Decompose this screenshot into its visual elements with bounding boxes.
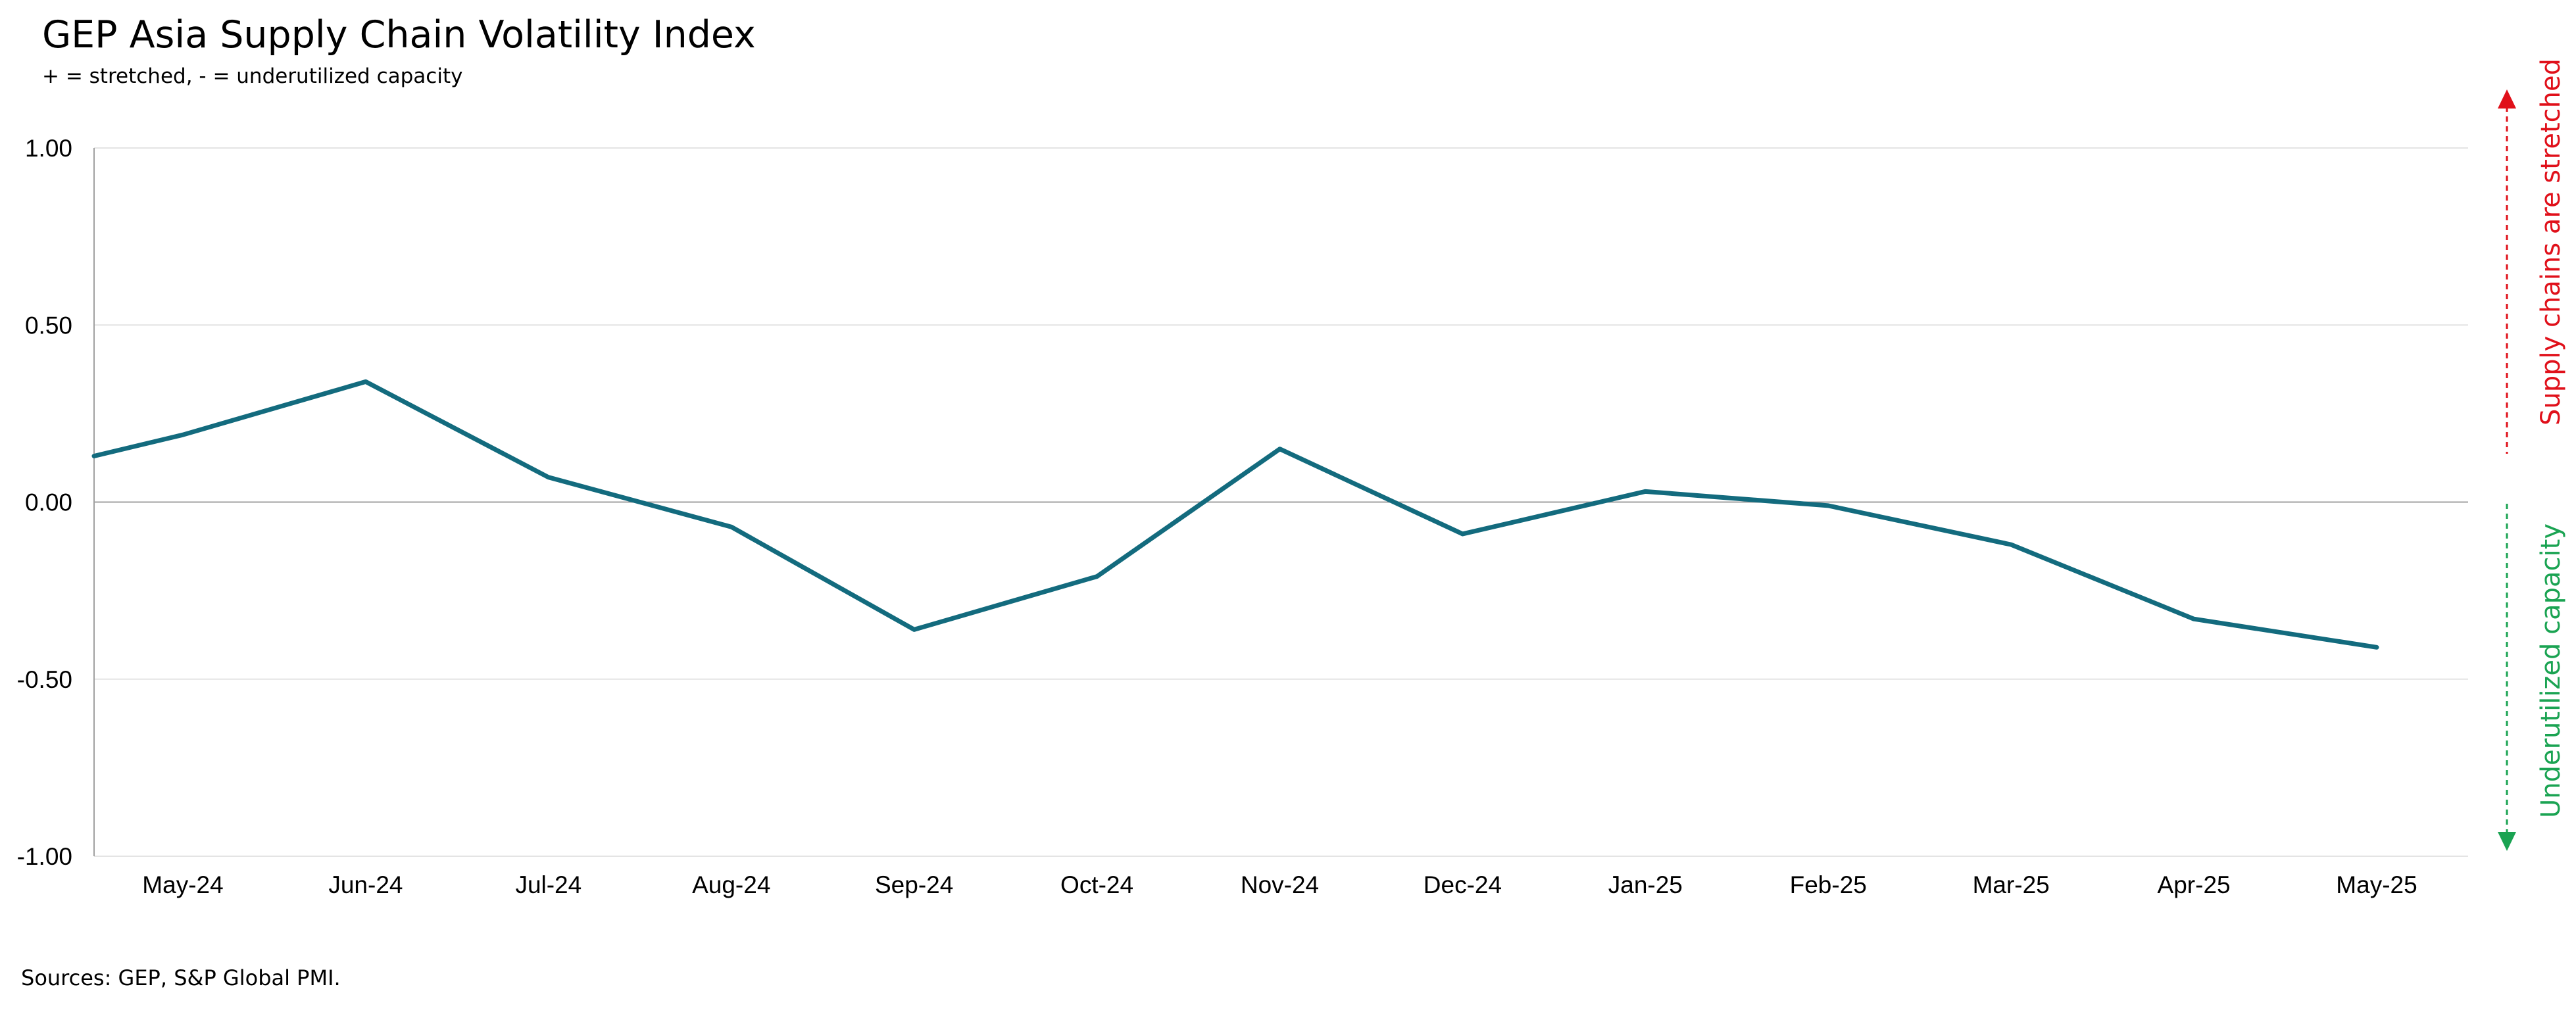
- x-tick-label: May-24: [142, 871, 223, 898]
- x-tick-label: May-25: [2336, 871, 2417, 898]
- y-axis-ticks: 1.00 0.50 0.00 -0.50 -1.00: [17, 135, 72, 870]
- x-tick-label: Mar-25: [1973, 871, 2050, 898]
- x-tick-label: Jan-25: [1608, 871, 1683, 898]
- x-tick-label: Apr-25: [2158, 871, 2231, 898]
- down-arrow-icon: [2498, 832, 2516, 851]
- stretched-label: Supply chains are stretched: [2536, 59, 2566, 425]
- x-tick-label: Jun-24: [328, 871, 403, 898]
- x-tick-label: Jul-24: [515, 871, 582, 898]
- x-tick-label: Nov-24: [1241, 871, 1319, 898]
- x-tick-label: Dec-24: [1424, 871, 1502, 898]
- gridlines: [94, 147, 2468, 857]
- underutilized-label: Underutilized capacity: [2536, 523, 2566, 818]
- y-tick-label: -0.50: [17, 666, 72, 693]
- x-tick-label: Aug-24: [692, 871, 770, 898]
- y-tick-label: -1.00: [17, 843, 72, 870]
- data-point: [1827, 505, 1829, 506]
- data-point: [1279, 448, 1280, 450]
- data-point: [1645, 491, 1646, 492]
- x-tick-label: Feb-25: [1790, 871, 1867, 898]
- source-note: Sources: GEP, S&P Global PMI.: [21, 965, 341, 990]
- underutilized-annotation: Underutilized capacity: [2498, 504, 2566, 851]
- chart-title: GEP Asia Supply Chain Volatility Index: [42, 13, 756, 57]
- stretched-annotation: Supply chains are stretched: [2498, 59, 2566, 454]
- y-tick-label: 0.00: [25, 489, 72, 516]
- x-tick-label: Sep-24: [875, 871, 953, 898]
- up-arrow-icon: [2498, 89, 2516, 109]
- data-point: [365, 381, 366, 382]
- x-axis-ticks: May-24 Jun-24 Jul-24 Aug-24 Sep-24 Oct-24 Nov-…: [142, 871, 2417, 898]
- x-tick-label: Oct-24: [1060, 871, 1133, 898]
- series-line: [91, 379, 2379, 650]
- y-tick-label: 0.50: [25, 312, 72, 339]
- series-group: [91, 379, 2379, 650]
- data-point: [1462, 533, 1463, 535]
- chart-subtitle: + = stretched, - = underutilized capacit…: [42, 64, 463, 88]
- y-tick-label: 1.00: [25, 135, 72, 162]
